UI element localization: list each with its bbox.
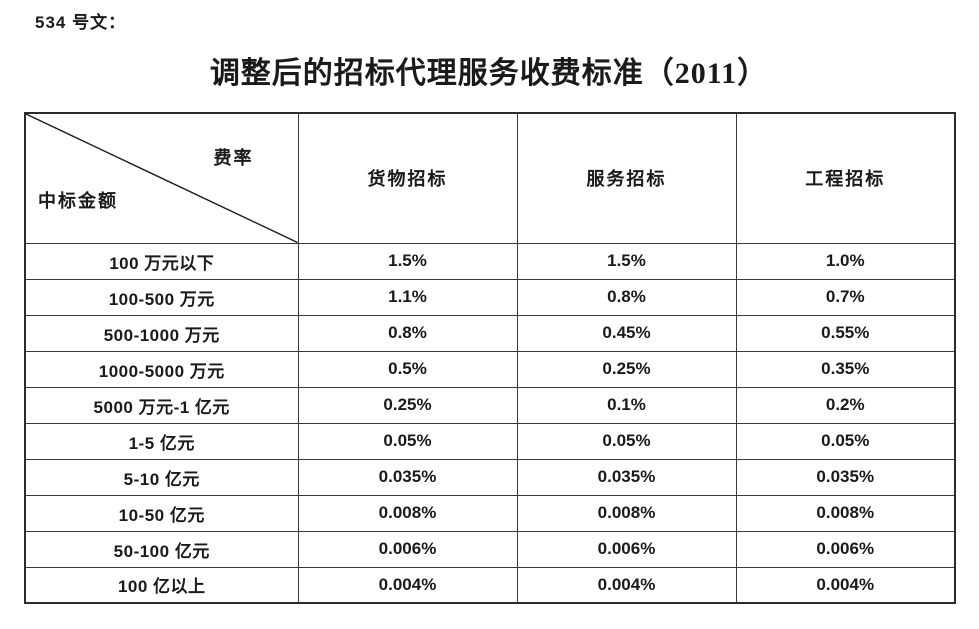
rate-cell: 0.45% <box>516 314 737 352</box>
amount-cell: 50-100 亿元 <box>24 530 299 568</box>
table-row: 1-5 亿元 0.05% 0.05% 0.05% <box>24 422 956 460</box>
rate-cell: 0.2% <box>735 386 956 424</box>
column-header-works-bidding: 工程招标 <box>735 112 956 244</box>
rate-cell: 0.05% <box>297 422 518 460</box>
table-row: 5-10 亿元 0.035% 0.035% 0.035% <box>24 458 956 496</box>
table-row: 500-1000 万元 0.8% 0.45% 0.55% <box>24 314 956 352</box>
rate-cell: 0.035% <box>297 458 518 496</box>
table-row: 10-50 亿元 0.008% 0.008% 0.008% <box>24 494 956 532</box>
diagonal-divider-line <box>26 114 298 243</box>
amount-cell: 1-5 亿元 <box>24 422 299 460</box>
table-row: 1000-5000 万元 0.5% 0.25% 0.35% <box>24 350 956 388</box>
rate-cell: 0.05% <box>516 422 737 460</box>
table-row: 5000 万元-1 亿元 0.25% 0.1% 0.2% <box>24 386 956 424</box>
amount-cell: 5000 万元-1 亿元 <box>24 386 299 424</box>
table-row: 50-100 亿元 0.006% 0.006% 0.006% <box>24 530 956 568</box>
amount-cell: 100 万元以下 <box>24 242 299 280</box>
rate-cell: 0.8% <box>516 278 737 316</box>
corner-label-rate: 费率 <box>213 148 254 168</box>
rate-cell: 0.7% <box>735 278 956 316</box>
diagonal-corner-cell: 费率 中标金额 <box>24 112 299 244</box>
rate-cell: 0.006% <box>297 530 518 568</box>
rate-cell: 0.035% <box>735 458 956 496</box>
column-header-service-bidding: 服务招标 <box>516 112 737 244</box>
rate-cell: 0.35% <box>735 350 956 388</box>
rate-cell: 0.004% <box>297 566 518 604</box>
rate-cell: 0.8% <box>297 314 518 352</box>
rate-cell: 0.25% <box>297 386 518 424</box>
rate-cell: 0.008% <box>297 494 518 532</box>
rate-cell: 0.006% <box>516 530 737 568</box>
rate-cell: 0.1% <box>516 386 737 424</box>
amount-cell: 100 亿以上 <box>24 566 299 604</box>
rate-cell: 1.1% <box>297 278 518 316</box>
rate-cell: 0.004% <box>516 566 737 604</box>
document-number-label: 534 号文： <box>35 13 127 32</box>
corner-label-amount: 中标金额 <box>38 190 118 211</box>
rate-cell: 0.5% <box>297 350 518 388</box>
rate-cell: 1.5% <box>297 242 518 280</box>
table-row: 100 万元以下 1.5% 1.5% 1.0% <box>24 242 956 280</box>
amount-cell: 100-500 万元 <box>24 278 299 316</box>
rate-cell: 0.004% <box>735 566 956 604</box>
rate-cell: 0.008% <box>735 494 956 532</box>
rate-cell: 1.5% <box>516 242 737 280</box>
rate-cell: 0.25% <box>516 350 737 388</box>
rate-cell: 0.05% <box>735 422 956 460</box>
table-header-row: 费率 中标金额 货物招标 服务招标 工程招标 <box>24 112 956 244</box>
table-row: 100-500 万元 1.1% 0.8% 0.7% <box>24 278 956 316</box>
page-title: 调整后的招标代理服务收费标准（2011） <box>209 57 769 90</box>
amount-cell: 500-1000 万元 <box>24 314 299 352</box>
rate-cell: 1.0% <box>735 242 956 280</box>
rate-cell: 0.006% <box>735 530 956 568</box>
rate-cell: 0.035% <box>516 458 737 496</box>
table-row: 100 亿以上 0.004% 0.004% 0.004% <box>24 566 956 604</box>
amount-cell: 10-50 亿元 <box>24 494 299 532</box>
column-header-goods-bidding: 货物招标 <box>297 112 518 244</box>
fee-rate-table: 费率 中标金额 货物招标 服务招标 工程招标 100 万元以下 1.5% 1.5… <box>24 112 956 604</box>
rate-cell: 0.008% <box>516 494 737 532</box>
amount-cell: 5-10 亿元 <box>24 458 299 496</box>
rate-cell: 0.55% <box>735 314 956 352</box>
amount-cell: 1000-5000 万元 <box>24 350 299 388</box>
